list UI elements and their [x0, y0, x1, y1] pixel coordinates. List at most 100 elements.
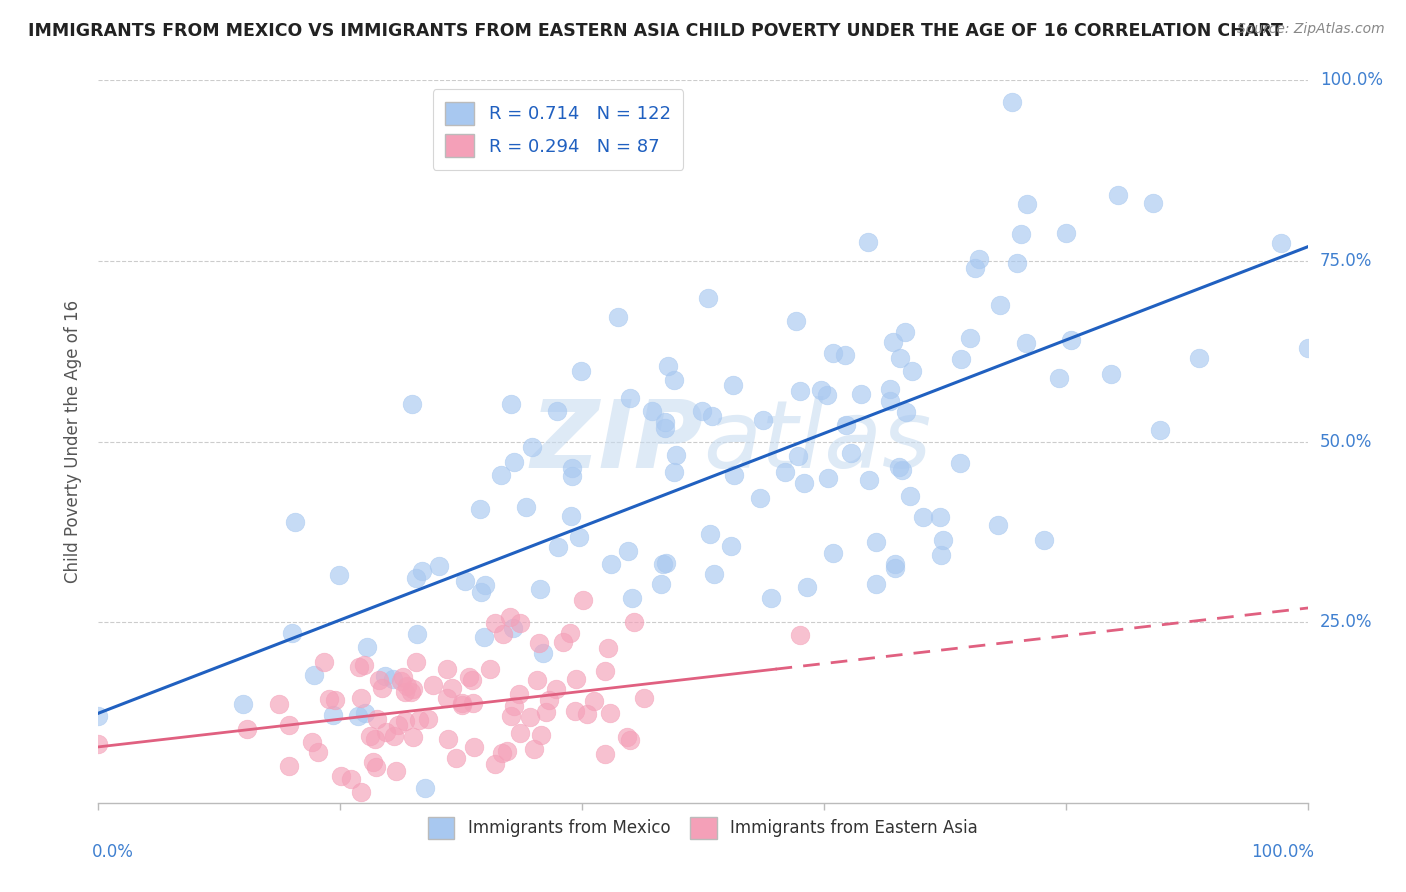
Point: [519, 709, 541, 723]
Point: [651, 558, 673, 572]
Point: [912, 510, 935, 524]
Point: [929, 548, 952, 562]
Point: [347, 660, 370, 674]
Point: [405, 627, 427, 641]
Point: [633, 691, 655, 706]
Point: [359, 729, 381, 743]
Point: [322, 708, 344, 723]
Point: [302, 668, 325, 682]
Point: [657, 359, 679, 374]
Y-axis label: Child Poverty Under the Age of 16: Child Poverty Under the Age of 16: [63, 300, 82, 583]
Point: [328, 568, 350, 582]
Point: [401, 681, 423, 696]
Point: [617, 543, 640, 558]
Point: [1142, 196, 1164, 211]
Point: [929, 509, 952, 524]
Point: [700, 409, 723, 424]
Point: [427, 558, 450, 573]
Point: [318, 692, 340, 706]
Point: [575, 706, 598, 721]
Point: [413, 781, 436, 796]
Point: [884, 561, 907, 575]
Text: atlas: atlas: [703, 396, 931, 487]
Point: [565, 673, 588, 687]
Legend: Immigrants from Mexico, Immigrants from Eastern Asia: Immigrants from Mexico, Immigrants from …: [418, 807, 988, 848]
Point: [1060, 333, 1083, 347]
Point: [835, 417, 858, 432]
Point: [889, 351, 911, 365]
Point: [696, 291, 718, 305]
Point: [529, 582, 551, 597]
Point: [364, 731, 387, 746]
Point: [720, 540, 742, 554]
Point: [821, 546, 844, 560]
Point: [284, 516, 307, 530]
Point: [932, 533, 955, 548]
Point: [900, 364, 922, 378]
Point: [793, 476, 815, 491]
Point: [1047, 370, 1070, 384]
Point: [267, 697, 290, 711]
Point: [503, 455, 526, 469]
Point: [858, 235, 880, 249]
Point: [561, 461, 583, 475]
Point: [236, 722, 259, 736]
Point: [650, 577, 672, 591]
Point: [508, 687, 530, 701]
Point: [748, 491, 770, 505]
Point: [301, 734, 323, 748]
Point: [593, 747, 616, 762]
Point: [889, 459, 911, 474]
Point: [664, 465, 686, 479]
Point: [468, 502, 491, 516]
Point: [307, 745, 329, 759]
Point: [394, 714, 416, 728]
Point: [546, 404, 568, 418]
Point: [422, 678, 444, 692]
Point: [621, 591, 644, 606]
Point: [346, 709, 368, 723]
Point: [654, 415, 676, 429]
Point: [458, 670, 481, 684]
Point: [564, 704, 586, 718]
Point: [460, 673, 482, 688]
Point: [231, 810, 253, 824]
Point: [491, 746, 513, 760]
Point: [1015, 197, 1038, 211]
Point: [593, 664, 616, 678]
Point: [546, 681, 568, 696]
Point: [353, 658, 375, 673]
Point: [690, 404, 713, 418]
Point: [817, 471, 839, 485]
Point: [411, 564, 433, 578]
Point: [463, 740, 485, 755]
Point: [394, 685, 416, 699]
Point: [450, 698, 472, 712]
Point: [509, 615, 531, 630]
Point: [444, 751, 467, 765]
Point: [986, 517, 1008, 532]
Point: [882, 335, 904, 350]
Point: [232, 698, 254, 712]
Point: [533, 646, 555, 660]
Point: [865, 577, 887, 591]
Point: [499, 709, 522, 723]
Point: [898, 489, 921, 503]
Text: Source: ZipAtlas.com: Source: ZipAtlas.com: [1237, 22, 1385, 37]
Point: [606, 310, 628, 324]
Point: [1001, 95, 1024, 109]
Point: [865, 535, 887, 549]
Point: [547, 540, 569, 554]
Point: [551, 634, 574, 648]
Point: [572, 593, 595, 607]
Point: [1099, 368, 1122, 382]
Text: ZIP: ZIP: [530, 395, 703, 488]
Point: [623, 615, 645, 629]
Point: [472, 630, 495, 644]
Point: [963, 261, 986, 276]
Text: 25.0%: 25.0%: [1320, 613, 1372, 632]
Point: [560, 508, 582, 523]
Point: [959, 331, 981, 345]
Point: [371, 681, 394, 696]
Point: [849, 387, 872, 401]
